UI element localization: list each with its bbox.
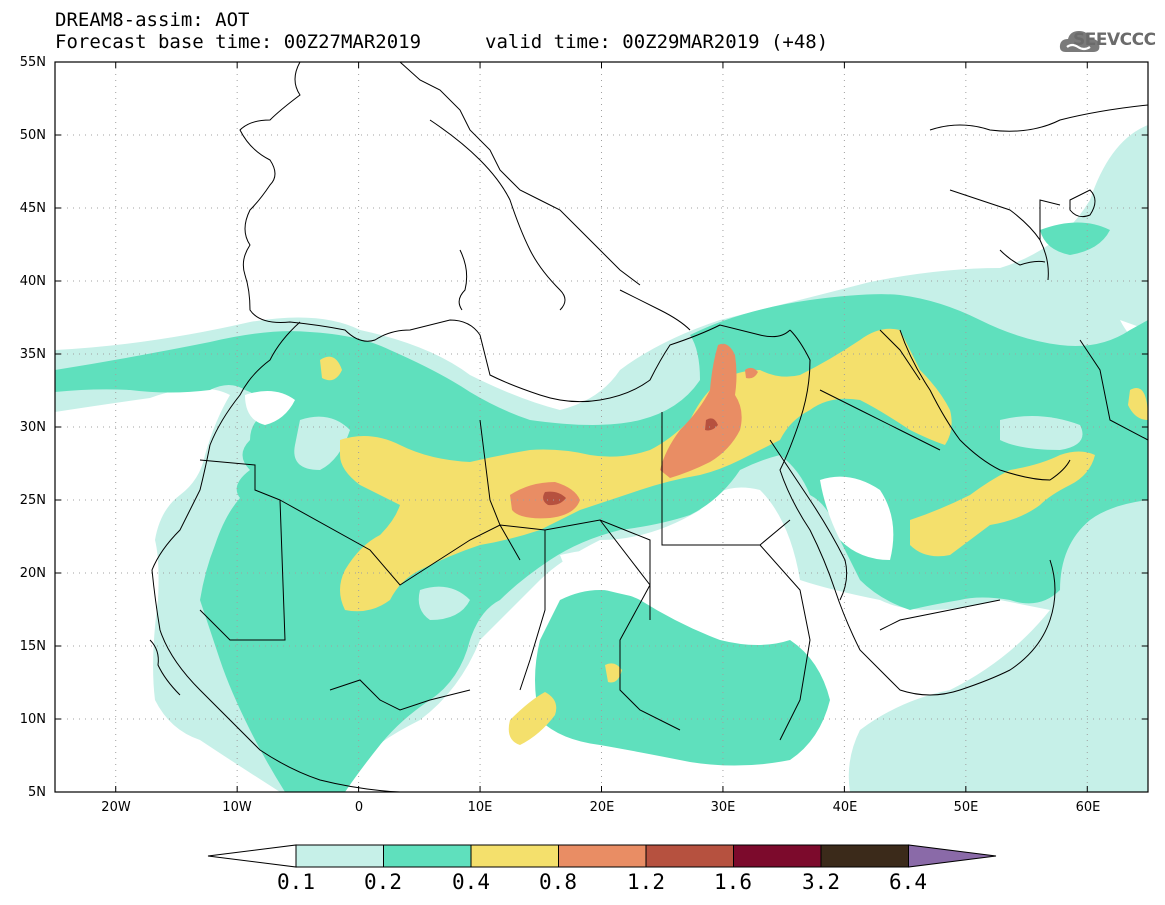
lat-label-40n: 40N <box>19 274 46 289</box>
aot-contour-gap <box>294 416 1083 620</box>
colorbar-swatch <box>383 844 472 868</box>
graticule <box>55 62 1148 792</box>
lat-label-50n: 50N <box>19 128 46 143</box>
lon-label-50e: 50E <box>953 800 979 815</box>
lon-label-20e: 20E <box>589 800 615 815</box>
lon-label-10w: 10W <box>222 800 252 815</box>
colorbar-swatch-above <box>908 844 997 868</box>
lat-label-30n: 30N <box>19 420 46 435</box>
colorbar-label-1.6: 1.6 <box>714 870 752 894</box>
colorbar-swatch-below <box>207 844 297 868</box>
forecast-base-time: Forecast base time: 00Z27MAR2019 <box>55 31 422 53</box>
colorbar-swatch <box>820 844 909 868</box>
aot-contour-1.2 <box>543 418 718 506</box>
aot-contour-0.4 <box>320 328 1148 745</box>
colorbar-label-6.4: 6.4 <box>889 870 927 894</box>
map-title: DREAM8-assim: AOT <box>55 9 250 31</box>
aot-contour-white <box>245 391 894 605</box>
lon-label-0: 0 <box>354 800 364 815</box>
colorbar-label-3.2: 3.2 <box>802 870 840 894</box>
lon-label-40e: 40E <box>832 800 858 815</box>
lat-label-10n: 10N <box>19 712 46 727</box>
valid-time: valid time: 00Z29MAR2019 (+48) <box>485 31 829 53</box>
lon-label-10e: 10E <box>467 800 493 815</box>
colorbar-label-0.8: 0.8 <box>539 870 577 894</box>
lat-label-55n: 55N <box>19 55 46 70</box>
cloud-logo-icon <box>1059 31 1100 52</box>
colorbar-swatch <box>470 844 559 868</box>
colorbar-swatch <box>645 844 734 868</box>
colorbar-label-0.1: 0.1 <box>277 870 315 894</box>
colorbar-swatch <box>295 844 384 868</box>
colorbar-swatch <box>558 844 647 868</box>
lat-label-20n: 20N <box>19 566 46 581</box>
colorbar-label-0.2: 0.2 <box>364 870 402 894</box>
lon-label-20w: 20W <box>101 800 131 815</box>
lat-label-25n: 25N <box>19 493 46 508</box>
colorbar-label-1.2: 1.2 <box>627 870 665 894</box>
lat-label-35n: 35N <box>19 347 46 362</box>
lon-label-60e: 60E <box>1075 800 1101 815</box>
coastlines <box>149 62 1148 792</box>
lon-label-30e: 30E <box>710 800 736 815</box>
lat-label-45n: 45N <box>19 201 46 216</box>
colorbar-label-0.4: 0.4 <box>452 870 490 894</box>
colorbar-swatch <box>733 844 822 868</box>
logo-text: SEEVCCC <box>1073 30 1156 50</box>
lat-label-15n: 15N <box>19 639 46 654</box>
lat-label-5n: 5N <box>28 785 46 800</box>
